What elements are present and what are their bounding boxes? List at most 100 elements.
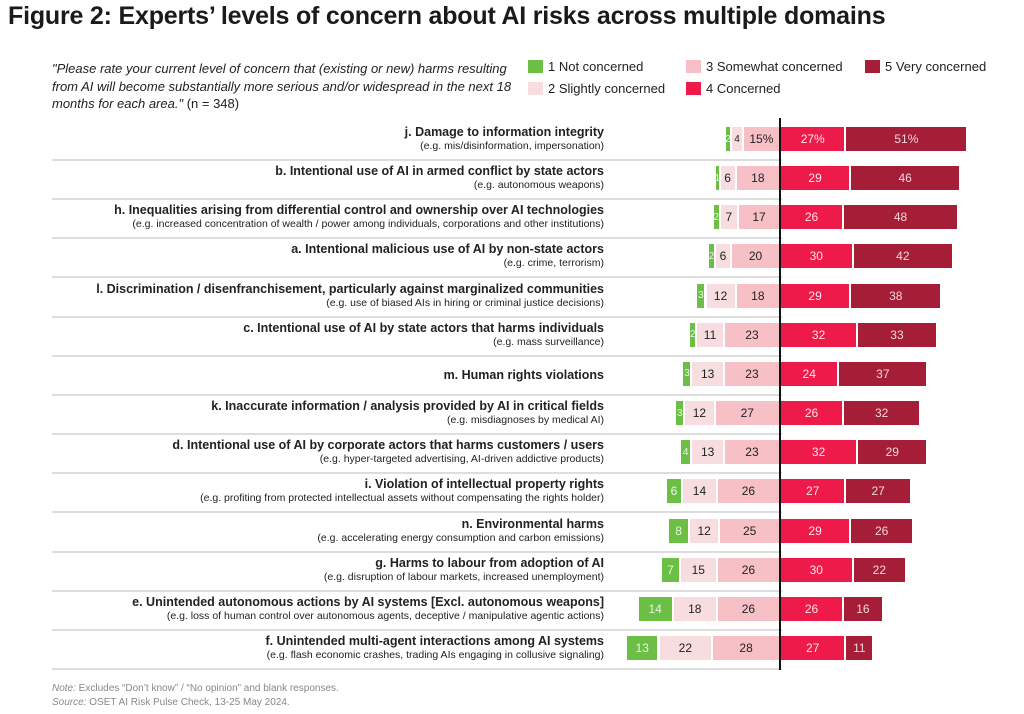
row-title: m. Human rights violations — [443, 367, 604, 382]
row-divider — [52, 550, 782, 553]
bar-not-concerned: 2 — [725, 127, 731, 151]
legend-label: 4 Concerned — [706, 81, 781, 96]
bar-not-concerned: 14 — [638, 596, 672, 621]
legend-label: 2 Slightly concerned — [548, 81, 666, 96]
bar-somewhat-concerned: 23 — [724, 322, 779, 347]
chart-row: k. Inaccurate information / analysis pro… — [52, 396, 980, 436]
bar-concerned: 26 — [781, 205, 843, 230]
bar-very-concerned: 42 — [853, 244, 953, 269]
row-title: a. Intentional malicious use of AI by no… — [291, 242, 604, 257]
row-label: a. Intentional malicious use of AI by no… — [291, 242, 604, 270]
bar-very-concerned: 16 — [844, 596, 882, 621]
bar-slightly-concerned: 7 — [720, 205, 738, 230]
row-divider — [52, 433, 782, 436]
row-divider — [52, 511, 782, 514]
row-subtitle: (e.g. misdiagnoses by medical AI) — [447, 414, 604, 427]
legend: 1 Not concerned 2 Slightly concerned 3 S… — [528, 59, 1018, 103]
bar-not-concerned: 3 — [676, 401, 684, 426]
bar-somewhat-concerned: 15% — [743, 127, 779, 151]
bar-concerned: 27 — [781, 635, 845, 660]
bar-concerned: 24 — [781, 361, 838, 386]
bar-very-concerned: 37 — [839, 361, 927, 386]
bar-very-concerned: 38 — [851, 283, 941, 308]
sample-size: (n = 348) — [183, 96, 240, 111]
bar-concerned: 29 — [781, 166, 850, 191]
bar-not-concerned: 3 — [683, 361, 691, 386]
row-label: n. Environmental harms (e.g. accelerating… — [317, 517, 604, 545]
row-label: d. Intentional use of AI by corporate ac… — [172, 438, 604, 466]
bar-somewhat-concerned: 18 — [736, 283, 779, 308]
row-divider — [52, 159, 782, 161]
bar-somewhat-concerned: 23 — [724, 361, 779, 386]
legend-swatch — [865, 60, 880, 73]
bar-slightly-concerned: 18 — [673, 596, 716, 621]
bar-not-concerned: 2 — [713, 205, 719, 230]
bar-concerned: 29 — [781, 283, 850, 308]
bar-very-concerned: 48 — [844, 205, 957, 230]
bar-somewhat-concerned: 27 — [715, 401, 779, 426]
row-title: h. Inequalities arising from differentia… — [114, 203, 604, 218]
row-title: i. Violation of intellectual property ri… — [364, 477, 604, 492]
legend-item-not-concerned: 1 Not concerned — [528, 59, 643, 74]
bar-very-concerned: 29 — [858, 440, 927, 465]
source-line: Source: OSET AI Risk Pulse Check, 13-25 … — [52, 696, 339, 710]
row-subtitle: (e.g. use of biased AIs in hiring or cri… — [326, 296, 604, 309]
chart-row: i. Violation of intellectual property ri… — [52, 474, 980, 514]
row-title: g. Harms to labour from adoption of AI — [375, 555, 604, 570]
bar-concerned: 26 — [781, 596, 843, 621]
bar-slightly-concerned: 12 — [690, 518, 719, 543]
bar-very-concerned: 51% — [846, 127, 967, 151]
bar-slightly-concerned: 12 — [685, 401, 714, 426]
bar-not-concerned: 2 — [690, 322, 696, 347]
bar-concerned: 30 — [781, 244, 852, 269]
row-divider — [52, 628, 782, 631]
bar-slightly-concerned: 12 — [706, 283, 735, 308]
bar-not-concerned: 13 — [626, 635, 658, 660]
legend-label: 1 Not concerned — [548, 59, 644, 74]
row-title: j. Damage to information integrity — [404, 125, 604, 139]
chart-row: e. Unintended autonomous actions by AI s… — [52, 592, 980, 631]
row-subtitle: (e.g. loss of human control over autonom… — [166, 609, 604, 622]
bar-slightly-concerned: 15 — [680, 557, 716, 582]
row-label: g. Harms to labour from adoption of AI (e… — [324, 556, 604, 584]
bar-very-concerned: 46 — [851, 166, 960, 191]
bar-somewhat-concerned: 25 — [720, 518, 779, 543]
chart-row: b. Intentional use of AI in armed confli… — [52, 161, 980, 201]
chart-row: f. Unintended multi-agent interactions a… — [52, 631, 980, 670]
row-divider — [52, 237, 782, 240]
bar-slightly-concerned: 14 — [683, 479, 716, 504]
bar-concerned: 32 — [781, 322, 857, 347]
row-divider — [52, 472, 782, 475]
legend-swatch — [686, 82, 701, 95]
bar-somewhat-concerned: 26 — [717, 557, 779, 582]
chart-row: c. Intentional use of AI by state actors… — [52, 318, 980, 357]
bar-very-concerned: 32 — [844, 401, 920, 426]
row-divider — [52, 198, 782, 201]
bar-not-concerned: 8 — [669, 518, 689, 543]
row-divider — [52, 667, 782, 670]
bar-slightly-concerned: 22 — [659, 635, 712, 660]
row-divider — [52, 315, 782, 318]
row-divider — [52, 589, 782, 592]
row-label: c. Intentional use of AI by state actors… — [243, 321, 604, 349]
chart-row: m. Human rights violations 23 13 3 24 37 — [52, 357, 980, 396]
row-label: k. Inaccurate information / analysis pro… — [211, 399, 604, 427]
legend-label: 5 Very concerned — [885, 59, 987, 74]
chart-row: l. Discrimination / disenfranchisement, … — [52, 279, 980, 318]
bar-very-concerned: 26 — [851, 518, 913, 543]
bar-concerned: 27% — [781, 127, 845, 151]
bar-somewhat-concerned: 23 — [724, 440, 779, 465]
row-title: b. Intentional use of AI in armed confli… — [275, 164, 604, 179]
figure-title: Figure 2: Experts’ levels of concern abo… — [8, 2, 886, 30]
row-subtitle: (e.g. disruption of labour markets, incr… — [323, 570, 604, 583]
bar-concerned: 30 — [781, 557, 852, 582]
legend-swatch — [528, 60, 543, 73]
bar-slightly-concerned: 13 — [692, 361, 723, 386]
bar-concerned: 32 — [781, 440, 857, 465]
bar-concerned: 26 — [781, 401, 843, 426]
chart-row: n. Environmental harms (e.g. accelerating… — [52, 514, 980, 553]
row-label: h. Inequalities arising from differentia… — [114, 203, 604, 231]
bar-not-concerned: 2 — [709, 244, 714, 269]
bar-concerned: 29 — [781, 518, 850, 543]
row-title: l. Discrimination / disenfranchisement, … — [96, 281, 604, 296]
